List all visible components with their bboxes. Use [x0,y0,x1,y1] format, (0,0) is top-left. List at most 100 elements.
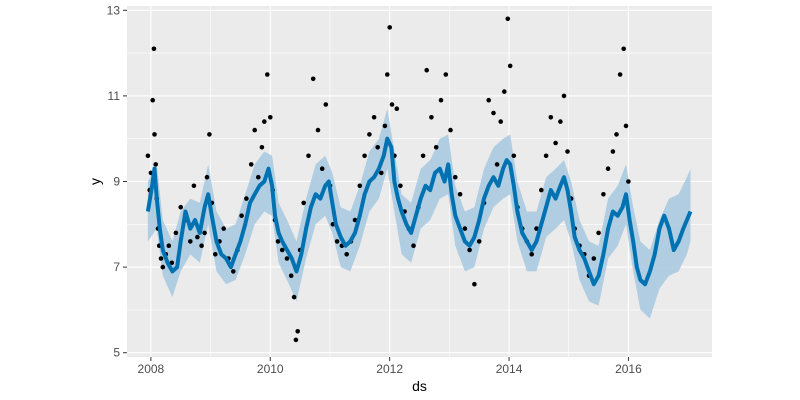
data-point [561,93,567,99]
data-point [610,149,616,154]
y-tick-label: 11 [108,89,121,103]
data-point [529,252,534,257]
data-point [151,46,157,52]
data-point [255,174,261,180]
data-point [385,72,390,77]
data-point [382,123,388,129]
data-point [306,153,311,159]
data-point [188,239,193,244]
data-point [601,192,606,197]
data-point [424,67,430,73]
data-point [626,179,631,184]
data-point [301,200,307,206]
data-point [204,174,210,180]
data-point [259,145,265,150]
data-point [284,256,290,261]
data-point [169,260,175,266]
data-point [558,119,563,124]
data-point [334,239,340,244]
data-point [295,329,301,334]
data-point [279,247,285,253]
data-point [244,196,249,201]
data-point [621,46,626,52]
fitted-line [145,136,693,287]
data-point [596,230,601,236]
data-point [411,243,416,248]
data-point [565,149,570,154]
data-point [357,183,363,189]
data-point [548,115,554,120]
data-point [462,226,468,231]
x-axis: 2008 2010 2012 2014 2016 [138,357,642,376]
y-tick-label: 9 [113,175,120,189]
data-point [207,132,212,137]
data-point [507,63,513,69]
data-point [433,145,439,150]
data-point [457,192,463,197]
data-point [367,132,372,137]
data-point [252,127,257,133]
data-point [486,97,492,103]
data-point [623,123,629,129]
data-point [420,153,426,159]
data-point [293,337,299,343]
data-point [398,183,403,189]
data-point [429,115,434,120]
data-point [472,281,477,287]
y-tick-label: 5 [113,346,120,360]
data-point [539,187,544,193]
data-point [448,127,453,133]
data-point [248,162,254,167]
data-point [310,76,316,82]
data-point [476,239,482,244]
data-point [319,166,325,171]
data-point [371,115,377,120]
data-point [387,25,393,30]
data-point [375,145,381,150]
data-point [323,102,329,107]
data-point [494,162,500,167]
data-point [438,97,444,103]
data-point [202,230,207,236]
data-point [553,140,558,146]
y-tick-label: 7 [113,260,120,274]
data-point [191,183,197,189]
data-point [291,294,297,300]
data-point [511,153,517,159]
data-point [534,226,539,231]
data-point [221,226,226,231]
data-point [605,166,611,171]
data-point [344,252,350,257]
data-point [505,16,511,22]
data-point [362,153,367,159]
y-axis-title: y [87,178,103,185]
data-point [502,89,507,94]
data-point [352,217,358,223]
data-point [543,153,549,159]
data-point [166,243,172,248]
data-point [379,170,384,176]
data-point [591,256,597,261]
data-point [262,119,267,124]
data-point [491,110,496,116]
data-point [288,273,294,279]
data-point [199,243,204,248]
data-point [275,239,281,244]
data-point [389,102,395,107]
x-tick-label: 2012 [376,362,403,376]
data-point [498,119,504,124]
data-point [150,97,155,103]
data-point [213,252,218,257]
x-tick-label: 2016 [615,362,642,376]
data-point [195,234,200,240]
x-tick-label: 2008 [138,362,165,376]
x-axis-title: ds [412,378,427,394]
data-point [394,106,400,111]
data-point [145,153,151,159]
uncertainty-band [147,108,691,319]
data-point [173,230,179,236]
data-point [617,72,623,77]
data-point [178,204,183,210]
data-point [453,174,458,180]
